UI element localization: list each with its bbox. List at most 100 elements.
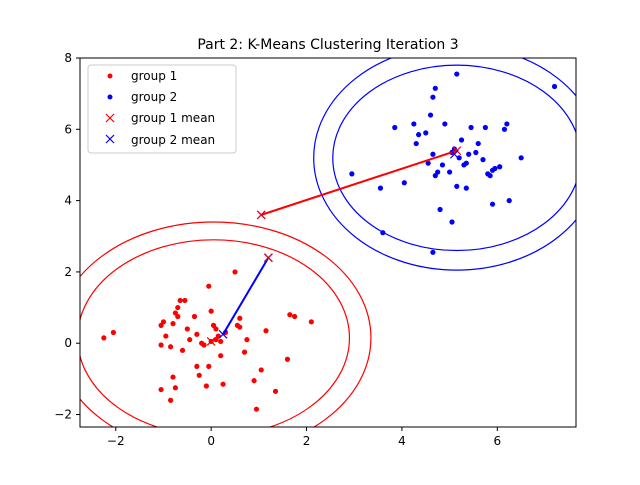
- data-point-group-2-22: [456, 155, 462, 161]
- legend-marker-group-1-mean: [105, 113, 115, 123]
- y-tick-label-6: 6: [64, 122, 72, 136]
- data-point-group-2-38: [504, 121, 510, 127]
- data-point-group-1-13: [182, 297, 188, 304]
- y-tick-label-0: 0: [64, 336, 72, 350]
- cluster-ellipse-1: [80, 239, 351, 427]
- mean-trajectory-group-1-mean: [260, 149, 458, 216]
- legend-label-group-2-mean: group 2 mean: [131, 133, 215, 147]
- data-point-group-2-12: [430, 151, 436, 157]
- data-point-group-1-39: [241, 349, 248, 355]
- data-point-group-1-1: [101, 335, 107, 341]
- data-point-group-1-25: [208, 308, 214, 314]
- data-point-group-1-47: [292, 313, 298, 320]
- data-point-group-2-42: [432, 85, 438, 91]
- data-point-group-1-7: [168, 344, 174, 350]
- data-point-group-2-29: [475, 140, 481, 147]
- data-point-group-1-11: [175, 313, 181, 320]
- legend-marker-group-1: [107, 73, 113, 79]
- data-point-group-2-36: [497, 164, 503, 170]
- data-point-group-1-45: [284, 356, 291, 362]
- data-point-group-1-41: [251, 378, 257, 384]
- data-point-group-2-35: [492, 165, 498, 172]
- y-tick-label--2: −2: [54, 408, 72, 422]
- data-point-group-2-6: [411, 121, 417, 127]
- data-point-group-1-15: [184, 326, 190, 332]
- data-point-group-1-19: [196, 372, 202, 378]
- data-point-group-1-23: [206, 283, 212, 289]
- data-point-group-2-30: [480, 157, 486, 163]
- data-point-group-2-46: [430, 249, 436, 255]
- data-point-group-2-17: [442, 121, 448, 127]
- legend-item-group-1-mean: group 1 mean: [105, 111, 215, 125]
- mean-marker-8: [206, 337, 216, 346]
- y-axis: −2 0 2 4 6 8: [54, 51, 80, 422]
- mean-marker-4: [449, 149, 459, 159]
- mean-marker-2: [256, 210, 266, 220]
- plot-area: [80, 58, 576, 427]
- data-point-group-2-1: [349, 171, 355, 177]
- data-point-group-2-10: [425, 160, 431, 166]
- x-tick-label-6: 6: [493, 434, 501, 448]
- data-point-group-2-28: [473, 149, 479, 156]
- data-point-group-2-45: [449, 219, 455, 225]
- mean-marker-stroke-b: [263, 253, 273, 263]
- y-tick-label-4: 4: [64, 194, 72, 208]
- data-point-group-2-21: [454, 183, 460, 189]
- cluster-ellipse-4: [313, 58, 576, 271]
- mean-marker-stroke-b: [449, 149, 459, 159]
- data-point-group-1-18: [194, 363, 200, 369]
- x-tick-label-2: 2: [303, 434, 311, 448]
- data-point-group-2-5: [401, 180, 407, 186]
- legend-marker-group-2: [107, 94, 113, 100]
- data-point-group-2-39: [506, 198, 512, 204]
- cluster-ellipse-2: [80, 221, 372, 427]
- x-tick-label--2: −2: [107, 434, 125, 448]
- data-point-group-2-47: [489, 201, 496, 207]
- data-point-group-1-46: [287, 312, 293, 318]
- y-tick-label-2: 2: [64, 265, 72, 279]
- data-point-group-2-41: [551, 83, 558, 90]
- mean-trajectory-group-2-mean: [222, 257, 270, 335]
- x-tick-label-4: 4: [398, 434, 406, 448]
- data-point-group-1-32: [218, 353, 224, 359]
- x-tick-label-0: 0: [207, 434, 215, 448]
- data-point-group-1-4: [160, 319, 167, 325]
- legend-marker-group-2-mean: [105, 134, 115, 144]
- data-point-group-1-51: [172, 385, 178, 391]
- data-point-group-1-5: [158, 342, 164, 348]
- data-point-group-1-28: [213, 326, 219, 332]
- data-point-group-2-26: [466, 151, 472, 157]
- data-point-group-1-8: [170, 321, 176, 327]
- legend-box: [87, 64, 237, 154]
- data-point-group-1-35: [232, 269, 238, 275]
- data-point-group-1-44: [272, 388, 279, 394]
- data-point-group-2-31: [482, 124, 488, 131]
- legend-label-group-1: group 1: [131, 69, 177, 83]
- data-point-group-1-40: [244, 337, 250, 343]
- mean-marker-7: [218, 329, 228, 339]
- data-point-group-2-7: [413, 140, 419, 147]
- data-point-group-1-53: [253, 406, 260, 412]
- data-point-group-2-33: [487, 173, 493, 179]
- plot-frame: [79, 57, 577, 428]
- data-point-group-2-2: [377, 185, 384, 191]
- data-point-group-1-6: [163, 333, 169, 339]
- legend-label-group-1-mean: group 1 mean: [131, 111, 215, 125]
- data-point-group-2-23: [458, 137, 465, 143]
- legend: group 1 group 2 group 1 mean group 2 mea…: [87, 64, 237, 154]
- data-point-group-1-21: [201, 342, 207, 348]
- mean-marker-stroke-b: [218, 329, 228, 339]
- data-point-group-2-25: [463, 160, 469, 166]
- x-axis: −2 0 2 4 6: [107, 427, 501, 448]
- data-point-group-2-27: [468, 124, 474, 131]
- data-point-group-1-12: [177, 297, 183, 304]
- data-point-group-1-37: [237, 315, 243, 321]
- legend-item-group-1: group 1: [107, 69, 177, 83]
- data-point-group-2-11: [427, 112, 434, 118]
- data-point-group-2-44: [454, 71, 460, 77]
- data-point-group-1-50: [168, 397, 174, 403]
- legend-label-group-2: group 2: [131, 90, 177, 104]
- data-point-group-2-43: [430, 94, 436, 100]
